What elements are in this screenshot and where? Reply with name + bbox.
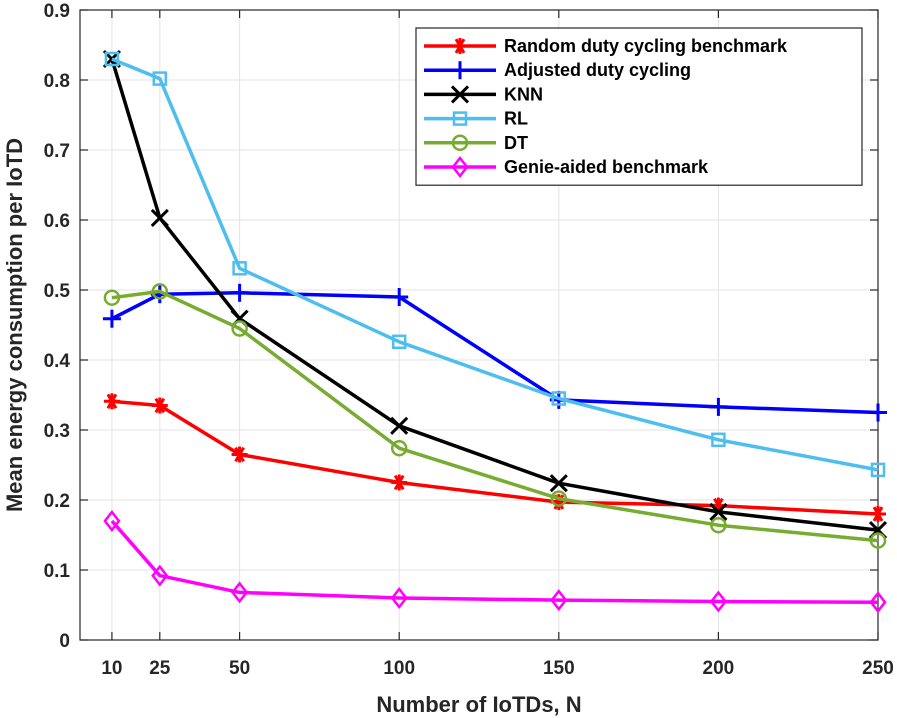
x-tick-label: 25 xyxy=(149,658,171,679)
series-1 xyxy=(102,283,887,422)
legend-item: DT xyxy=(424,133,528,153)
y-tick-label: 0.1 xyxy=(44,561,71,582)
legend-marker xyxy=(451,134,469,152)
legend-marker xyxy=(452,111,468,126)
data-point xyxy=(550,490,568,507)
x-tick-label: 10 xyxy=(101,658,122,679)
data-point xyxy=(390,288,409,306)
legend-item: Genie-aided benchmark xyxy=(424,155,709,179)
plot-area-frame xyxy=(79,9,879,641)
data-point xyxy=(231,446,248,463)
series-line xyxy=(111,57,879,472)
data-point xyxy=(151,283,169,300)
data-point xyxy=(391,334,407,350)
legend-label: Random duty cycling benchmark xyxy=(504,36,788,56)
axis-ticks: 10 25 50 100 150 200 250 0 0.1 0.2 0.3 0.4 0.5 0.6 0.7… xyxy=(44,1,894,679)
data-point xyxy=(103,509,121,533)
series-4 xyxy=(103,283,887,549)
data-point xyxy=(550,589,568,612)
data-point xyxy=(549,474,568,493)
data-point xyxy=(869,403,887,422)
data-point xyxy=(390,416,409,435)
data-point xyxy=(869,591,887,614)
legend-box xyxy=(415,27,863,186)
y-tick-label: 0.5 xyxy=(44,281,71,302)
y-tick-label: 0.3 xyxy=(44,421,70,442)
data-point xyxy=(230,283,249,302)
legend-label: Genie-aided benchmark xyxy=(504,157,709,177)
x-axis-label: Number of IoTDs, N xyxy=(376,692,581,717)
data-point xyxy=(710,516,727,534)
data-point xyxy=(103,289,121,306)
series-5 xyxy=(103,509,887,614)
y-tick-label: 0.6 xyxy=(44,211,70,232)
y-axis-label: Mean energy consumption per IoTD xyxy=(2,138,27,512)
y-tick-label: 0.4 xyxy=(44,351,71,372)
legend-marker xyxy=(450,85,470,104)
data-point xyxy=(551,391,567,406)
series-line xyxy=(111,289,879,543)
legend-item: Random duty cycling benchmark xyxy=(424,36,788,56)
data-point xyxy=(231,581,249,604)
legend-marker xyxy=(452,38,468,54)
data-point xyxy=(870,462,886,478)
data-point xyxy=(391,474,408,491)
legend-label: DT xyxy=(504,133,528,153)
data-point xyxy=(102,309,121,328)
legend-marker xyxy=(451,61,469,80)
data-point xyxy=(711,432,726,448)
series-line xyxy=(111,291,879,415)
legend-marker xyxy=(451,155,469,179)
legend: Random duty cycling benchmark Adjusted du… xyxy=(415,27,863,186)
series-0 xyxy=(103,393,886,522)
x-tick-label: 150 xyxy=(543,658,575,679)
data-point xyxy=(151,564,169,587)
data-point xyxy=(870,506,886,522)
x-tick-label: 250 xyxy=(862,658,894,679)
series-group xyxy=(102,49,888,614)
x-tick-label: 50 xyxy=(229,658,250,679)
y-tick-label: 0.9 xyxy=(44,1,70,22)
legend-item: Adjusted duty cycling xyxy=(424,60,691,80)
data-point xyxy=(869,532,887,549)
series-3 xyxy=(104,51,886,478)
series-line xyxy=(110,519,879,604)
y-tick-label: 0.8 xyxy=(44,71,70,92)
legend-label: RL xyxy=(504,109,528,129)
data-point xyxy=(709,502,728,521)
data-point xyxy=(104,51,120,67)
data-point xyxy=(232,261,247,276)
x-tick-label: 200 xyxy=(703,658,735,679)
y-tick-label: 0.2 xyxy=(44,491,70,512)
y-tick-label: 0.7 xyxy=(44,141,70,162)
data-point xyxy=(709,590,727,613)
data-point xyxy=(150,208,169,227)
legend-item: KNN xyxy=(424,84,543,104)
data-point xyxy=(152,71,168,86)
data-point xyxy=(103,393,120,410)
legend-item: RL xyxy=(424,109,528,129)
data-point xyxy=(151,397,168,414)
x-tick-label: 100 xyxy=(383,658,415,679)
y-tick-label: 0 xyxy=(59,631,70,652)
data-point xyxy=(709,397,728,416)
legend-label: Adjusted duty cycling xyxy=(504,60,691,80)
data-point xyxy=(390,586,408,610)
data-point xyxy=(390,439,408,457)
legend-label: KNN xyxy=(504,84,543,104)
data-point xyxy=(231,320,248,337)
series-line xyxy=(111,399,879,516)
